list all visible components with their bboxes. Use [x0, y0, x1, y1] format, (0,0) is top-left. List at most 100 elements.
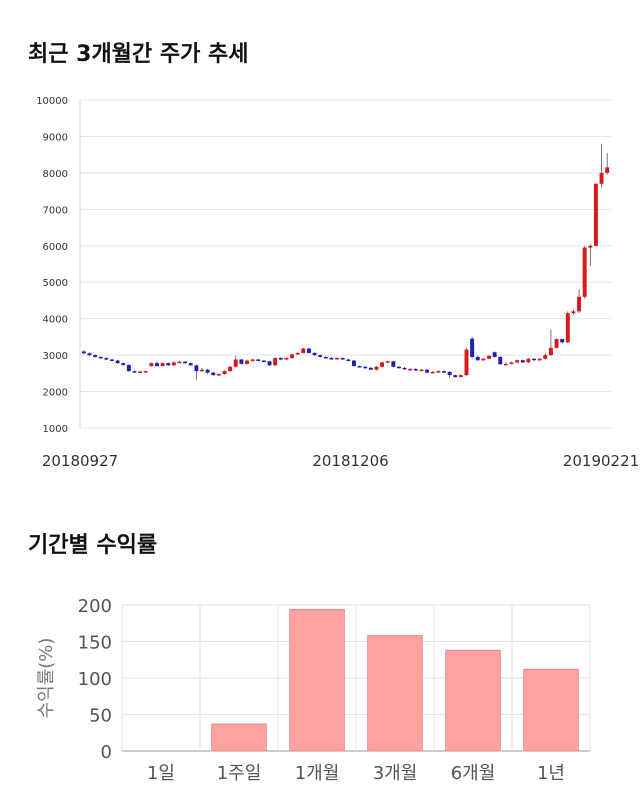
- candle-body: [357, 366, 362, 368]
- candle-body: [143, 371, 148, 373]
- y-tick-label: 5000: [43, 278, 68, 289]
- candle-body: [391, 361, 396, 367]
- candle-body: [245, 360, 249, 364]
- x-tick-label: 1개월: [295, 763, 340, 784]
- candle-body: [93, 355, 98, 357]
- candle-body: [526, 358, 531, 363]
- candle-body: [588, 245, 593, 248]
- y-tick-label: 100: [78, 669, 112, 690]
- candle: [475, 355, 480, 361]
- candle: [357, 365, 362, 368]
- return-bar: [523, 668, 579, 752]
- candle: [194, 364, 199, 380]
- candle-body: [385, 361, 390, 363]
- candle-body: [458, 375, 463, 377]
- candle: [526, 358, 531, 364]
- candle: [447, 371, 452, 378]
- candle-body: [413, 368, 418, 371]
- candle-body: [115, 360, 120, 364]
- candle-body: [171, 362, 176, 366]
- candle-body: [301, 348, 306, 353]
- y-tick-label: 2000: [43, 388, 68, 399]
- candle-body: [593, 183, 598, 246]
- candle: [363, 366, 368, 369]
- candle: [121, 362, 126, 367]
- candle-body: [177, 361, 182, 364]
- candle: [132, 370, 137, 373]
- candle: [177, 360, 182, 364]
- candle: [261, 359, 266, 363]
- candle: [188, 362, 193, 367]
- candle-body: [211, 372, 216, 376]
- candle-body: [233, 359, 238, 367]
- x-tick-label: 20180927: [42, 452, 118, 470]
- candle: [256, 358, 261, 362]
- candle-body: [273, 358, 278, 366]
- x-tick-label: 1년: [537, 763, 565, 784]
- candle-body: [183, 361, 188, 364]
- candle-body: [447, 371, 452, 376]
- candle: [200, 367, 204, 372]
- candle-body: [340, 358, 345, 360]
- candle: [290, 353, 295, 359]
- candle-body: [104, 358, 109, 360]
- candle-body: [374, 366, 379, 370]
- candle: [391, 360, 396, 368]
- candle-body: [216, 374, 221, 376]
- candle-body: [396, 366, 401, 369]
- candle-body: [605, 167, 610, 173]
- candle-body: [200, 369, 204, 372]
- candle-body: [312, 352, 317, 356]
- candle: [312, 352, 317, 356]
- candle-body: [408, 368, 413, 371]
- candle: [492, 351, 497, 358]
- candle: [81, 350, 86, 355]
- candle: [436, 370, 441, 373]
- candle: [374, 366, 379, 371]
- candle: [385, 360, 390, 364]
- candle: [532, 358, 536, 361]
- candle-body: [138, 371, 143, 374]
- stock-candlestick-chart: 1000 2000 3000 4000 5000 6000 7000 8000 9000 1000…: [36, 96, 639, 470]
- x-tick-label: 20190221: [563, 452, 639, 470]
- candle: [560, 338, 565, 344]
- candle-body: [205, 369, 210, 373]
- candle-body: [87, 353, 92, 356]
- candle: [216, 373, 221, 377]
- candle: [481, 358, 486, 361]
- candle-body: [543, 355, 548, 359]
- candle: [402, 367, 407, 370]
- candle-body: [548, 347, 553, 356]
- candle: [222, 370, 227, 375]
- y-axis-label: 수익률(%): [36, 638, 57, 719]
- candle: [442, 370, 446, 373]
- candle: [593, 183, 598, 247]
- candle: [183, 360, 188, 364]
- candle: [98, 356, 103, 359]
- candle: [453, 374, 458, 378]
- x-tick-label: 6개월: [451, 763, 496, 784]
- candle: [250, 358, 255, 362]
- candle: [419, 368, 424, 372]
- candle-body: [475, 356, 480, 361]
- candle: [503, 362, 508, 366]
- candle: [425, 368, 430, 374]
- candle: [267, 360, 272, 367]
- candle-body: [346, 359, 351, 361]
- y-tick-label: 10000: [36, 96, 68, 107]
- candle-body: [267, 361, 272, 366]
- y-tick-label: 9000: [43, 132, 68, 143]
- candle-body: [306, 348, 311, 353]
- candle: [458, 374, 463, 378]
- x-tick-label: 20181206: [312, 452, 388, 470]
- y-tick-label: 6000: [43, 242, 68, 253]
- candle-body: [380, 362, 385, 367]
- candle: [335, 357, 340, 360]
- candle-body: [503, 363, 508, 366]
- candle: [582, 245, 587, 299]
- candle: [205, 368, 210, 375]
- candle: [413, 368, 418, 372]
- candle-body: [335, 358, 340, 360]
- candle: [143, 370, 148, 373]
